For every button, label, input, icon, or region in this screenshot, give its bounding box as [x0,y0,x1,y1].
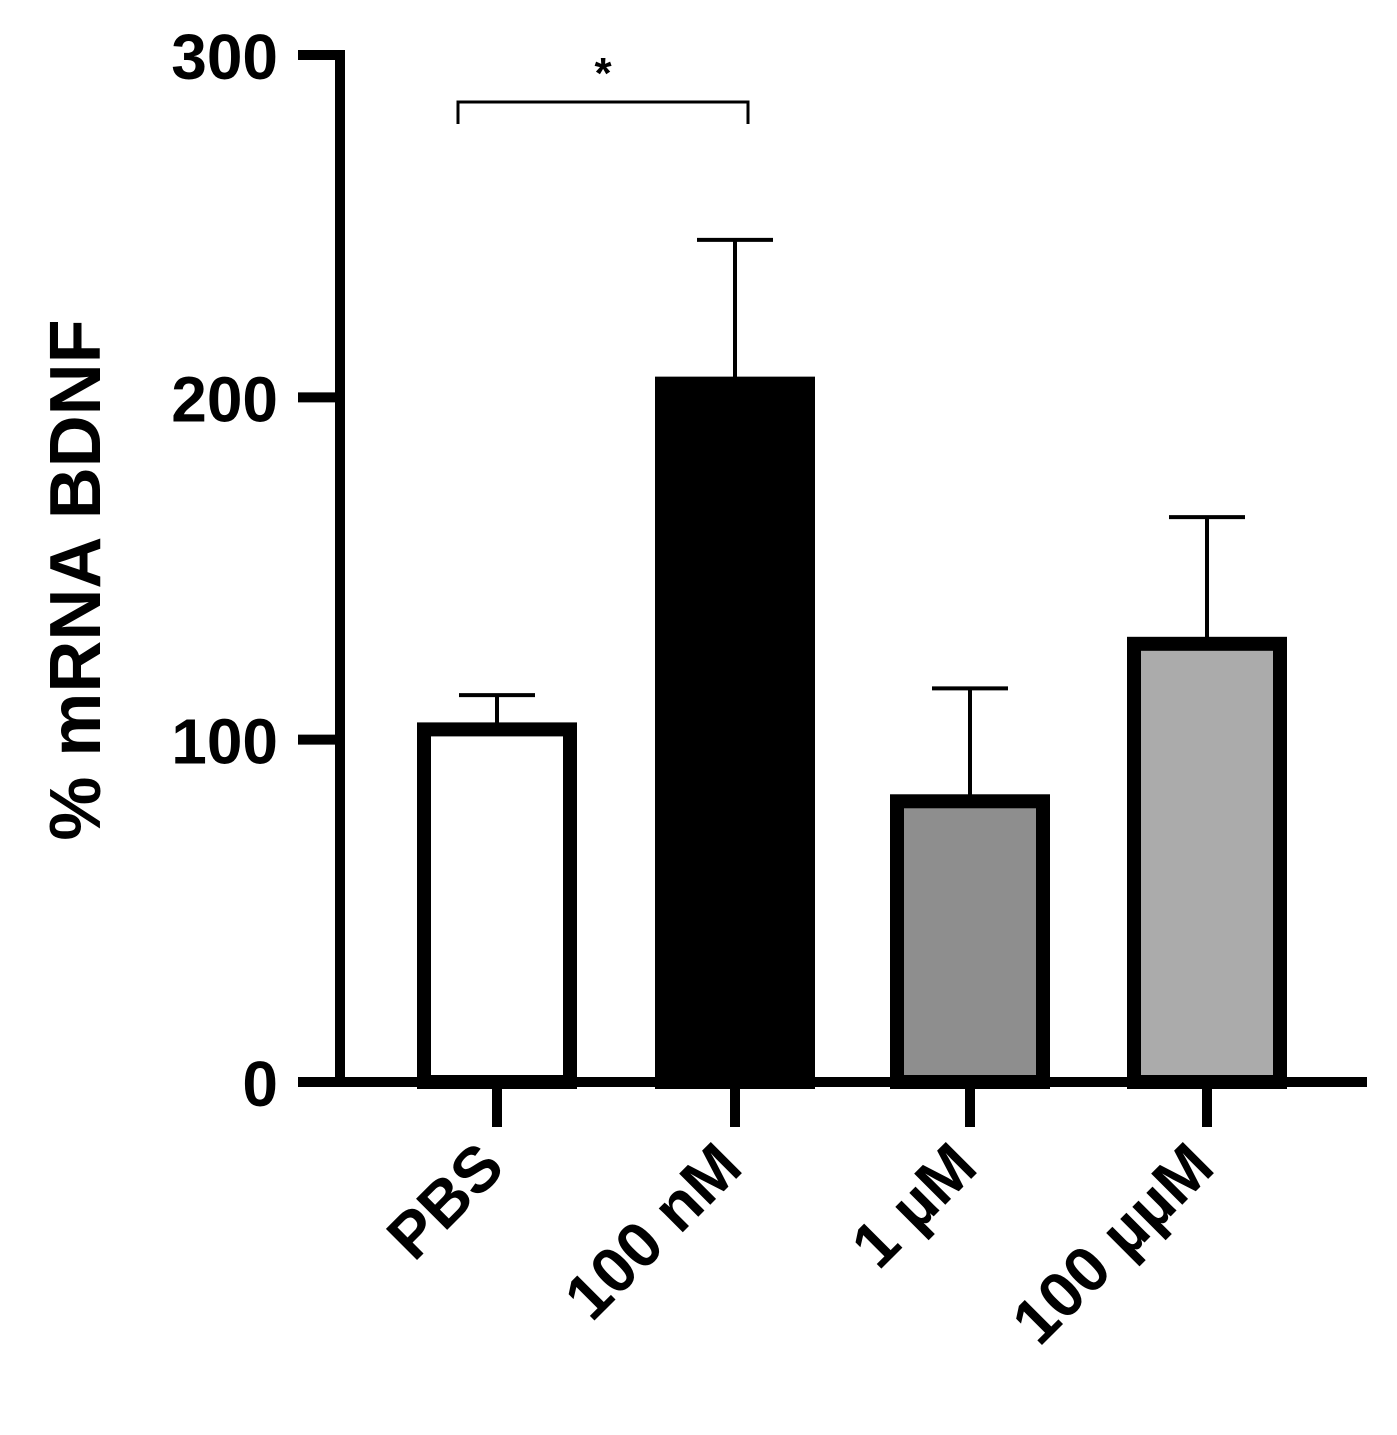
error-bar [697,237,773,384]
x-category-label: 100 nM [551,1129,755,1333]
error-bar [459,693,535,730]
significance-group: * [456,49,750,124]
bar [655,376,815,1089]
y-tick-label: 100 [171,706,278,778]
y-tick-label: 0 [242,1048,278,1120]
bars-group [417,376,1287,1090]
error-bars-group [459,237,1245,802]
significance-bracket: * [456,49,750,124]
y-tick-label: 200 [171,363,278,435]
significance-label: * [594,49,612,98]
x-ticks-group: PBS 100 nM 1 µM 100 µµM [373,1082,1227,1358]
y-ticks-group: 0 100 200 300 [171,21,340,1120]
bar [417,722,577,1089]
error-bar [1169,515,1245,644]
y-axis-title: % mRNA BDNF [36,319,116,840]
y-tick-label: 300 [171,21,278,93]
bar [1127,636,1287,1090]
x-category-label: PBS [373,1129,517,1273]
error-bar [932,686,1008,802]
x-category-label: 100 µµM [998,1129,1227,1358]
axes-group [298,50,1367,1087]
x-category-label: 1 µM [837,1129,989,1281]
bar [890,794,1050,1090]
